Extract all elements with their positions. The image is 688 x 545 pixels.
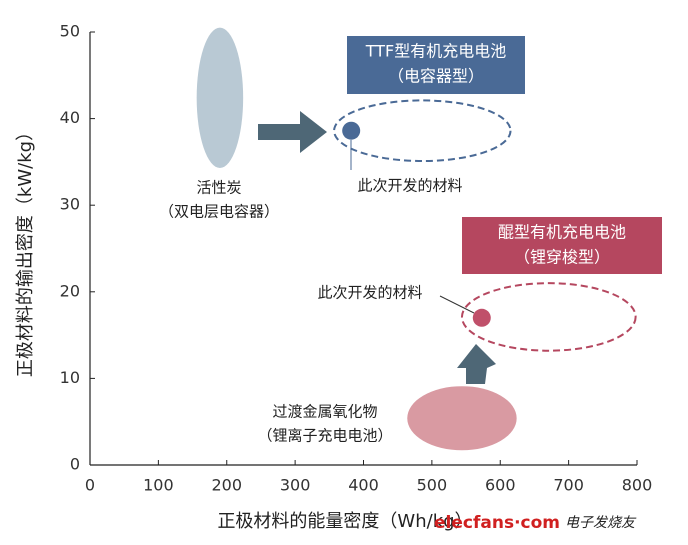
y-tick-label: 0 (70, 455, 80, 474)
x-tick-label: 100 (143, 476, 174, 495)
region-label: TTF型有机充电电池 (365, 42, 506, 61)
x-tick-label: 400 (348, 476, 379, 495)
region-label: （锂穿梭型） (514, 248, 610, 267)
x-tick-label: 700 (553, 476, 584, 495)
x-tick-label: 300 (280, 476, 311, 495)
region-label: 醌型有机充电电池 (498, 223, 626, 242)
x-tick-label: 500 (417, 476, 448, 495)
y-tick-label: 20 (60, 281, 80, 300)
watermark: elecfans·com (434, 513, 560, 533)
label-box (347, 36, 525, 94)
arrow (258, 111, 327, 153)
label-box (462, 217, 662, 274)
x-tick-label: 600 (485, 476, 516, 495)
y-tick-label: 50 (60, 22, 80, 41)
region (460, 282, 637, 352)
region-label: 过渡金属氧化物 (272, 403, 377, 421)
region-label: （锂离子充电电池） (257, 427, 392, 445)
connector (439, 295, 475, 314)
y-tick-label: 30 (60, 195, 80, 214)
x-tick-label: 0 (85, 476, 95, 495)
point (472, 308, 491, 327)
y-axis-title: 正极材料的输出密度（kW/kg） (15, 123, 36, 377)
x-axis-title: 正极材料的能量密度（Wh/kg） (217, 511, 472, 532)
x-tick-label: 800 (622, 476, 653, 495)
watermark: 电子发烧友 (565, 515, 637, 531)
region-label: （电容器型） (388, 67, 484, 86)
region-label: 活性炭 (196, 179, 241, 197)
y-tick-label: 40 (60, 108, 80, 127)
point-label: 此次开发的材料 (357, 177, 462, 195)
region-label: （双电层电容器） (159, 203, 279, 221)
x-tick-label: 200 (211, 476, 242, 495)
point-label: 此次开发的材料 (317, 284, 422, 302)
region (196, 27, 244, 168)
region (407, 386, 517, 451)
arrow (457, 344, 496, 384)
y-tick-label: 10 (60, 368, 80, 387)
region (333, 99, 512, 163)
point (342, 121, 361, 140)
